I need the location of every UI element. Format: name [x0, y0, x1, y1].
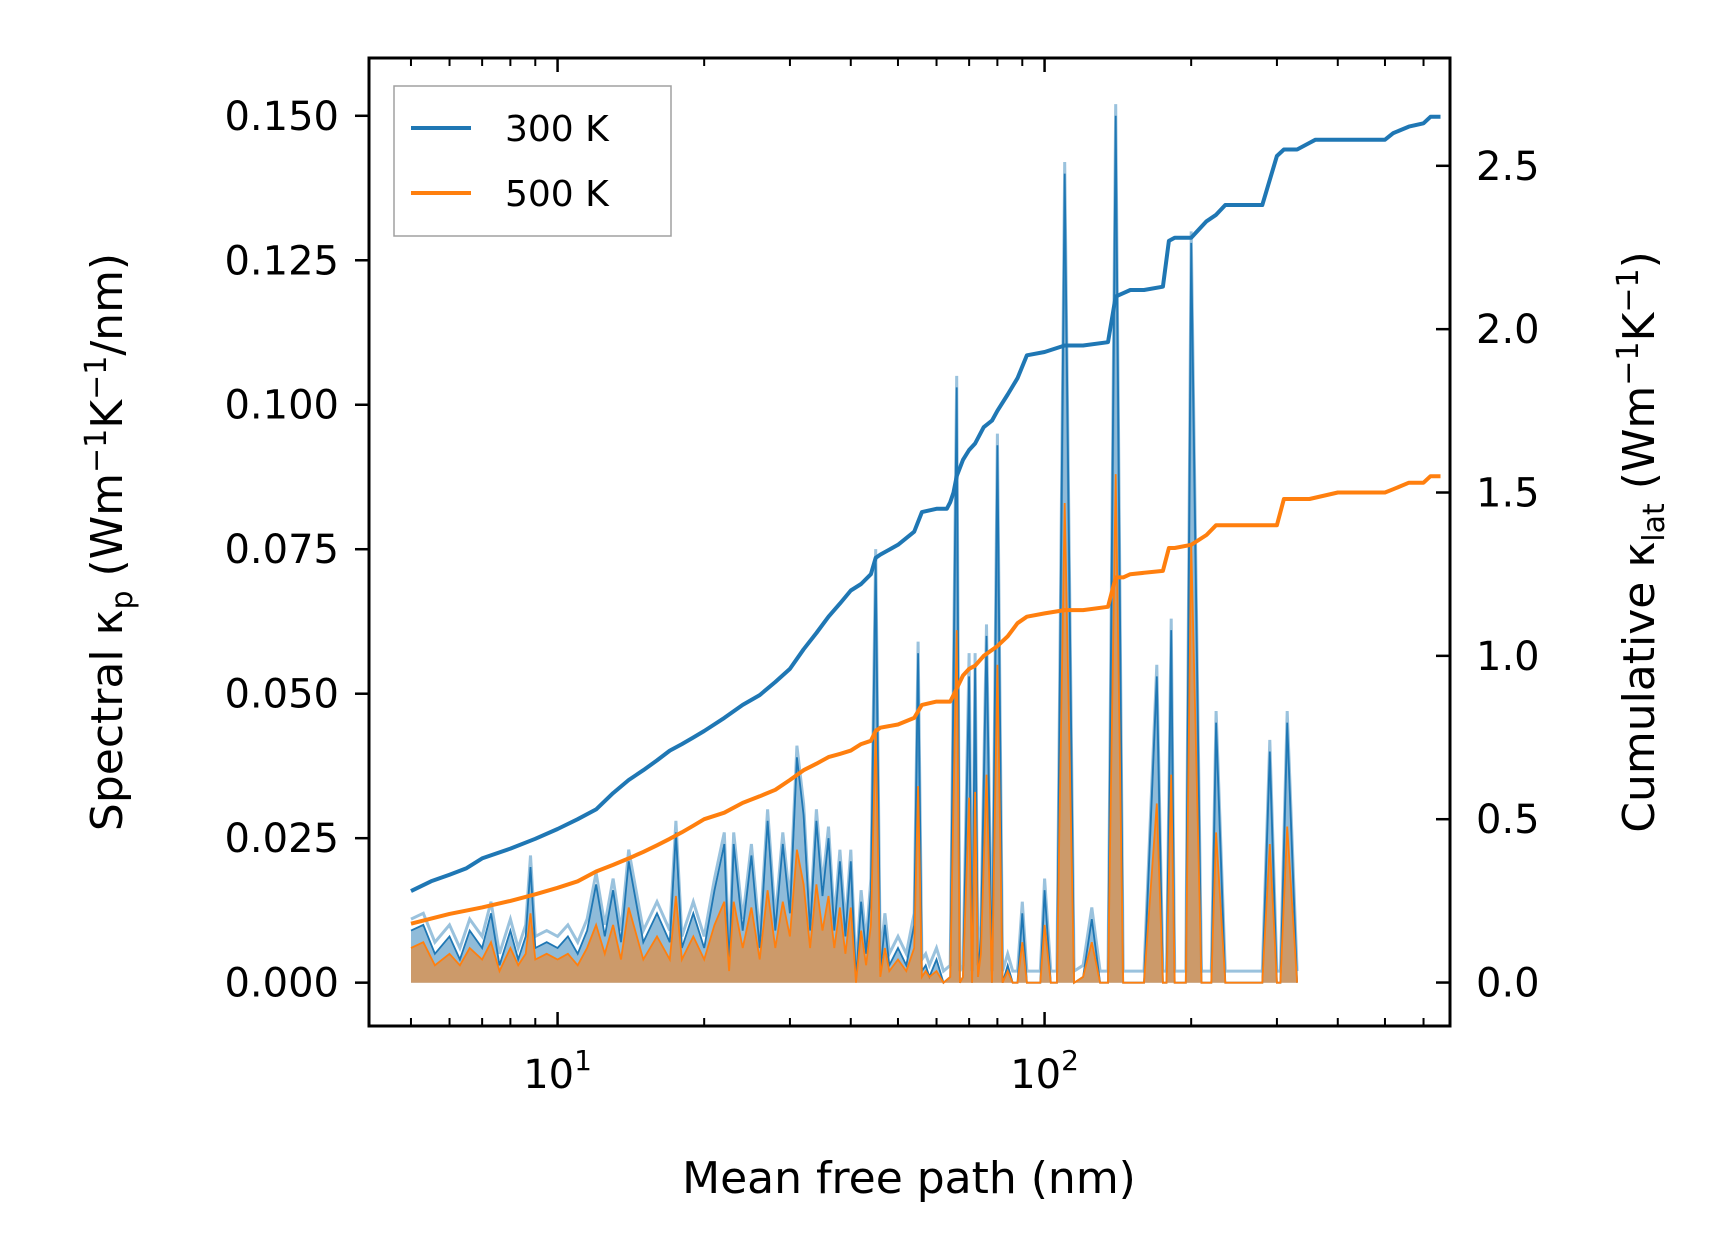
legend-label-300k: 300 K: [505, 109, 610, 150]
legend-box: [393, 85, 672, 237]
x-tick-label: 101: [523, 1044, 592, 1098]
legend-label-500k: 500 K: [505, 174, 610, 215]
y-left-title-prefix: Spectral κ: [82, 610, 133, 832]
y-right-title-sup2: −1: [1611, 268, 1646, 312]
y-right-tick-label: 1.0: [1476, 634, 1540, 680]
y-right-title-sup1: −1: [1611, 341, 1646, 385]
y-right-tick-label: 0.0: [1476, 961, 1540, 1007]
x-axis-title: Mean free path (nm): [682, 1153, 1136, 1204]
cumulative-line-300k: [410, 114, 1441, 893]
y-right-title-unit-close: ): [1614, 251, 1665, 268]
y-left-tick-label: 0.050: [224, 672, 339, 718]
y-right-title-mid: K: [1614, 311, 1665, 341]
y-left-tick-label: 0.125: [224, 238, 339, 284]
spectral-line-500k: [410, 474, 1298, 985]
y-left-tick-label: 0.025: [224, 816, 339, 862]
y-left-title-unit-close: /nm): [82, 253, 133, 356]
y-left-tick-label: 0.000: [224, 961, 339, 1007]
x-tick-label: 102: [1010, 1044, 1079, 1098]
y-right-axis-title: Cumulative κlat (Wm−1K−1): [1611, 251, 1672, 833]
y-left-title-unit-open: (Wm: [82, 473, 133, 591]
spectral-fills: [410, 104, 1299, 985]
plot-frame: [367, 56, 1452, 1028]
y-left-tick-label: 0.100: [224, 383, 339, 429]
y-left-title-sub: p: [105, 590, 140, 609]
cumulative-line-500k: [410, 474, 1441, 926]
y-right-title-prefix: Cumulative κ: [1614, 542, 1665, 833]
y-right-tick-label: 2.0: [1476, 307, 1540, 353]
y-right-tick-label: 1.5: [1476, 471, 1540, 517]
y-right-title-sub: lat: [1637, 503, 1672, 542]
series-lines: [410, 114, 1441, 926]
legend: 300 K 500 K: [393, 85, 672, 237]
y-right-tick-label: 0.5: [1476, 797, 1540, 843]
y-left-title-sup1: −1: [79, 429, 114, 473]
axis-ticks: [355, 58, 1450, 1026]
y-left-title-sup2: −1: [79, 356, 114, 400]
y-left-tick-label: 0.075: [224, 527, 339, 573]
y-right-tick-label: 2.5: [1476, 144, 1540, 190]
y-left-title-mid: K: [82, 399, 133, 429]
y-left-tick-label: 0.150: [224, 94, 339, 140]
y-left-axis-title: Spectral κp (Wm−1K−1/nm): [79, 253, 140, 831]
y-right-title-unit-open: (Wm: [1614, 386, 1665, 504]
